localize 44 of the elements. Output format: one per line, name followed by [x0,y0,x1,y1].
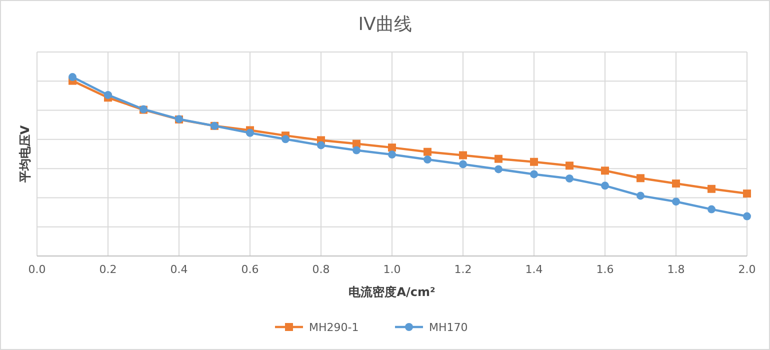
x-tick-label: 2.0 [738,263,756,276]
point [601,166,609,175]
x-tick-label: 0.4 [170,263,188,276]
point [104,90,112,99]
y-axis-title: 平均电压V [18,124,32,184]
chart-title: IV曲线 [358,14,412,35]
point [317,141,325,150]
point [246,128,254,137]
x-tick-label: 0.0 [28,263,46,276]
point [743,190,751,198]
x-tick-label: 1.6 [596,263,614,276]
x-tick-label: 1.8 [667,263,685,276]
x-tick-label: 1.4 [525,263,543,276]
point [530,170,538,178]
point [494,154,502,163]
point [494,165,502,174]
point [424,156,432,164]
point [352,146,360,154]
point [388,144,396,152]
point [282,135,290,144]
legend-label: MH170 [429,321,468,334]
point [672,198,680,206]
point [68,73,76,82]
point [388,150,396,159]
x-tick-label: 0.2 [99,263,117,276]
point [601,182,609,190]
point [566,174,574,183]
point [743,212,751,220]
x-axis-title: 电流密度A/cm² [348,285,436,299]
point [530,158,538,166]
point [636,174,644,182]
x-tick-label: 1.2 [454,263,472,276]
point [708,205,716,214]
point [708,184,716,193]
point [459,151,467,160]
point [566,162,574,170]
x-tick-label: 1.0 [383,263,401,276]
x-tick-label: 0.8 [312,263,330,276]
point [672,180,680,188]
x-tick-label: 0.6 [241,263,259,276]
point [636,192,644,200]
point [459,160,467,168]
point [424,148,432,156]
legend-label: MH290-1 [309,321,359,334]
